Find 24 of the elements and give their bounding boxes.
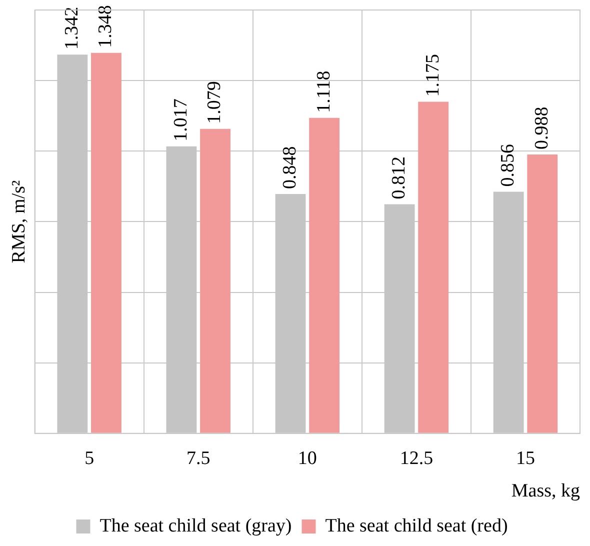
data-label: 1.348: [95, 5, 116, 48]
data-label: 1.118: [313, 70, 334, 113]
x-axis-title: Mass, kg: [511, 480, 580, 502]
x-tick-label: 10: [298, 448, 317, 469]
legend-label: The seat child seat (red): [325, 515, 508, 536]
bar: [418, 102, 449, 433]
x-tick-label: 5: [84, 448, 94, 469]
data-label: 0.812: [388, 156, 410, 200]
data-label: 0.856: [498, 144, 519, 187]
bar: [200, 128, 230, 433]
bar: [309, 118, 340, 433]
x-tick-label: 15: [516, 448, 535, 469]
data-label: 1.017: [170, 98, 192, 142]
data-label: 1.175: [422, 54, 444, 97]
bar: [91, 52, 122, 433]
data-label: 0.988: [531, 106, 552, 150]
x-tick-label: 7.5: [186, 448, 210, 469]
data-label: 1.079: [204, 81, 226, 124]
bar: [527, 154, 558, 433]
x-tick-label: 12.5: [400, 448, 434, 469]
data-label: 1.342: [61, 6, 82, 50]
y-axis-title: RMS, m/s²: [8, 180, 30, 264]
legend-label: The seat child seat (gray): [100, 515, 292, 536]
data-label: 0.848: [279, 146, 300, 190]
